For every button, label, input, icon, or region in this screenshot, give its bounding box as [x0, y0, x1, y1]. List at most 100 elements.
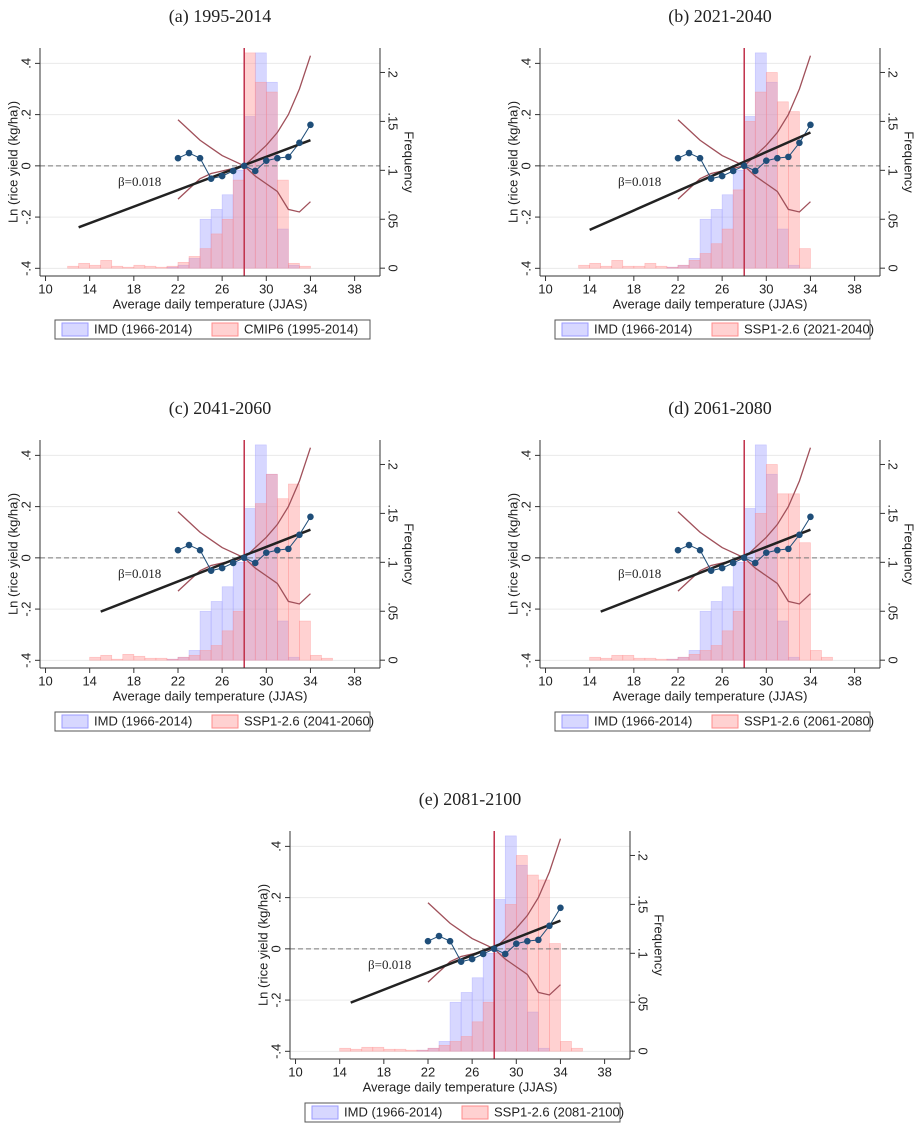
binned-point: [307, 121, 314, 129]
binned-point: [740, 554, 748, 562]
binned-point: [479, 950, 487, 958]
y-tick-label: 0: [518, 162, 533, 169]
legend-swatch: [211, 714, 239, 729]
histogram-bar: [111, 658, 124, 661]
binned-point: [796, 531, 803, 539]
histogram-bar: [600, 265, 613, 269]
histogram-bar: [560, 1041, 572, 1052]
histogram-bar: [732, 610, 745, 661]
y-tick-label: -.4: [18, 261, 33, 276]
legend-swatch: [561, 714, 589, 729]
y2-axis-label: Frequency: [902, 131, 917, 193]
histogram-bar: [788, 493, 800, 661]
plot-area: [540, 440, 880, 668]
histogram-bar: [699, 253, 712, 269]
histogram-bar: [166, 265, 179, 269]
histogram-bar: [232, 179, 245, 269]
y2-tick-label: 0: [636, 1048, 651, 1055]
legend-label: IMD (1966-2014): [94, 321, 192, 336]
fit-line: [78, 139, 311, 229]
binned-point: [274, 546, 281, 554]
histogram-bar: [589, 656, 602, 661]
panel-title: (c) 2041-2060: [169, 398, 271, 419]
binned-point: [207, 567, 215, 574]
binned-point: [674, 546, 682, 554]
plot-area: [540, 48, 880, 276]
binned-point: [546, 922, 553, 930]
histogram-bar: [288, 262, 300, 269]
x-tick-label: 34: [553, 1064, 567, 1079]
legend-swatch: [311, 1105, 339, 1120]
legend-swatch: [211, 322, 239, 337]
histogram-bar: [361, 1046, 374, 1052]
legend-swatch: [61, 714, 89, 729]
binned-point: [296, 139, 303, 147]
x-tick-label: 38: [347, 673, 361, 688]
histogram-bar: [799, 542, 811, 661]
histogram-bar: [471, 1021, 484, 1052]
legend-label: IMD (1966-2014): [594, 321, 692, 336]
y-axis-label: Ln (rice yield (kg/ha)): [255, 884, 270, 1006]
histogram-bar: [133, 655, 146, 661]
binned-point: [696, 546, 704, 554]
histogram-bar: [655, 658, 668, 661]
x-tick-label: 34: [303, 673, 317, 688]
x-tick-label: 10: [288, 1064, 302, 1079]
x-axis-label: Average daily temperature (JJAS): [113, 296, 308, 311]
x-tick-label: 38: [847, 673, 861, 688]
histogram-bar: [460, 1036, 473, 1052]
histogram-bar: [644, 657, 657, 661]
binned-point: [685, 149, 693, 157]
binned-point: [785, 545, 792, 553]
histogram-bar: [571, 1047, 583, 1052]
histogram-bar: [100, 654, 113, 661]
histogram-bar: [144, 265, 157, 269]
x-tick-label: 22: [671, 281, 685, 296]
x-axis-label: Average daily temperature (JJAS): [363, 1079, 558, 1094]
x-tick-label: 10: [38, 281, 52, 296]
binned-point: [557, 904, 564, 912]
binned-point: [807, 513, 814, 521]
histogram-bar: [155, 657, 168, 661]
y-tick-label: -.4: [268, 1044, 283, 1059]
histogram-bar: [277, 179, 289, 269]
x-tick-label: 30: [759, 673, 773, 688]
binned-point: [785, 153, 792, 161]
y2-axis-label: Frequency: [902, 523, 917, 585]
x-tick-label: 30: [759, 281, 773, 296]
legend-label: SSP1-2.6 (2021-2040): [744, 321, 874, 336]
fit-line: [100, 528, 311, 613]
histogram-bar: [438, 1045, 451, 1052]
fit-line: [589, 131, 811, 232]
histogram-bar: [688, 260, 701, 269]
histogram-bar: [788, 111, 800, 269]
binned-point: [740, 162, 748, 170]
plot-area: [40, 440, 380, 668]
x-tick-label: 38: [597, 1064, 611, 1079]
histogram-bar: [265, 473, 278, 661]
legend-label: CMIP6 (1995-2014): [244, 321, 358, 336]
x-tick-label: 10: [538, 673, 552, 688]
binned-point: [174, 154, 182, 162]
y-tick-label: .4: [518, 58, 533, 69]
histogram-bar: [188, 256, 201, 269]
histogram-bar: [622, 265, 635, 269]
plot-area: [290, 831, 630, 1059]
x-axis-label: Average daily temperature (JJAS): [113, 688, 308, 703]
x-tick-label: 10: [538, 281, 552, 296]
histogram-bar: [754, 513, 767, 661]
histogram-bar: [243, 562, 256, 661]
legend-label: IMD (1966-2014): [594, 713, 692, 728]
y-axis-label: Ln (rice yield (kg/ha)): [505, 101, 520, 223]
panel-title: (a) 1995-2014: [169, 6, 271, 27]
histogram-bar: [199, 650, 212, 661]
binned-point: [229, 167, 237, 175]
histogram-bar: [339, 1047, 352, 1052]
histogram-bar: [515, 855, 528, 1052]
x-tick-label: 14: [582, 673, 596, 688]
binned-point: [751, 559, 759, 567]
y-tick-label: .2: [518, 501, 533, 512]
panel: (b) 2021-2040 -.4 -.2 0 .2 .4 0 .05 .1 .15 .2 10 14 1…: [505, 6, 917, 340]
histogram-bar: [199, 248, 212, 269]
